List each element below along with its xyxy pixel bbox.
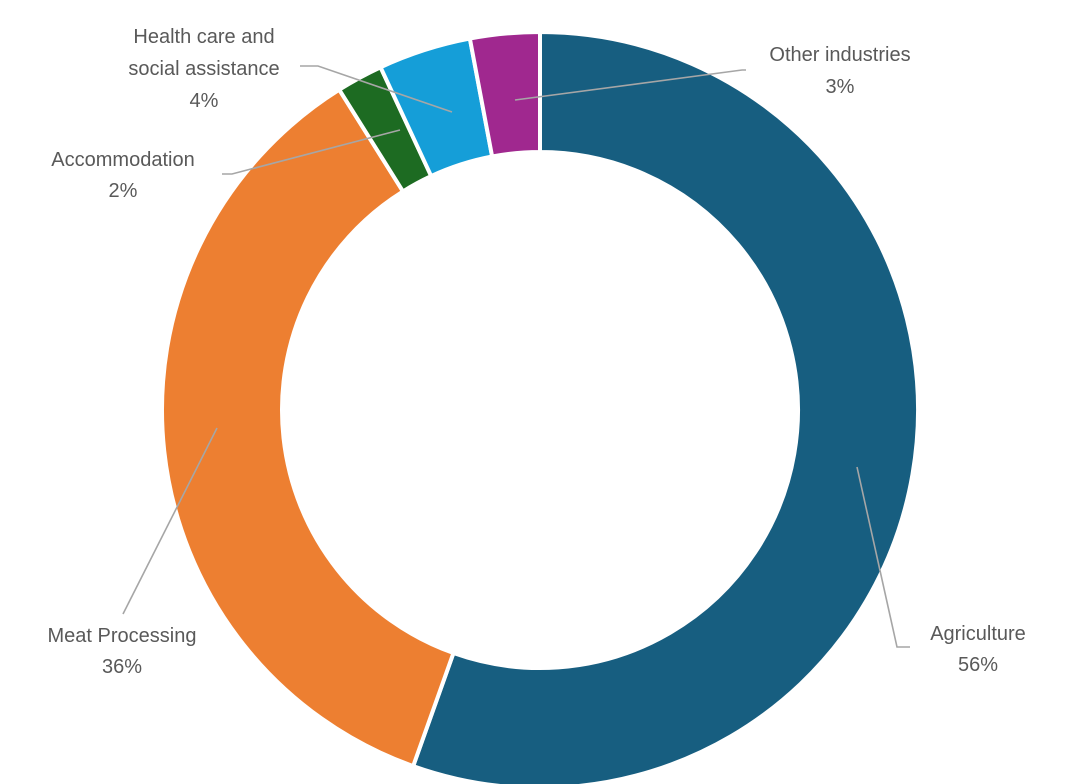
data-label-category: social assistance [128, 58, 279, 80]
data-label-value: 36% [102, 656, 142, 678]
donut-slice-other-industries [467, 29, 542, 159]
leader-line [222, 129, 401, 175]
data-label-category: Agriculture [930, 623, 1026, 645]
data-label-category: Other industries [769, 44, 910, 66]
data-label-value: 56% [958, 654, 998, 676]
data-label-category: Meat Processing [48, 625, 197, 647]
data-label-value: 2% [109, 180, 138, 202]
data-label-value: 4% [190, 90, 219, 112]
data-label-category: Accommodation [51, 149, 194, 171]
leader-line [122, 427, 218, 615]
donut-slice-meat-processing [160, 86, 456, 769]
leader-line [856, 466, 910, 648]
data-label-category: Health care and [133, 26, 274, 48]
data-label-value: 3% [826, 76, 855, 98]
leader-line [514, 69, 746, 101]
leader-line [300, 65, 453, 113]
donut-slice-agriculture [410, 29, 920, 784]
